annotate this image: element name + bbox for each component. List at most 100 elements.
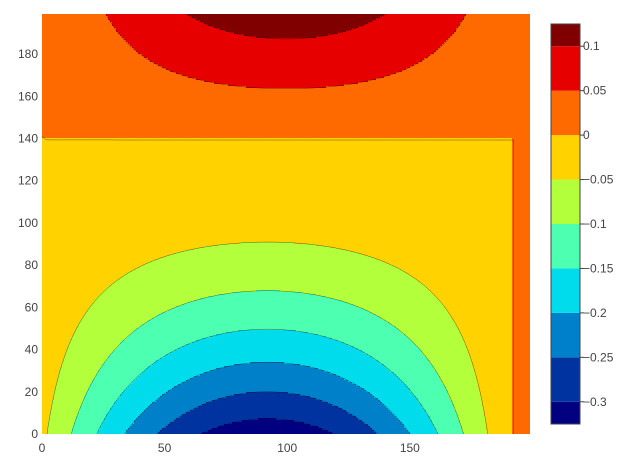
contour-band-cell xyxy=(296,330,400,333)
y-tick-label: 100 xyxy=(18,216,38,230)
contour-band-cell xyxy=(174,420,242,423)
contour-band-cell xyxy=(108,18,196,21)
contour-band-cell xyxy=(58,380,92,383)
contour-band-cell xyxy=(66,352,112,355)
contour-band-cell xyxy=(42,84,228,87)
contour-band-cell xyxy=(398,376,440,379)
contour-band-cell xyxy=(76,416,106,419)
contour-band-cell xyxy=(328,430,374,433)
contour-band-cell xyxy=(352,382,404,385)
contour-band-cell xyxy=(114,26,214,29)
contour-band-cell xyxy=(84,398,118,401)
contour-band-cell xyxy=(120,394,162,397)
contour-band-cell xyxy=(168,390,366,393)
contour-band-cell xyxy=(42,216,512,219)
contour-band-cell xyxy=(470,354,512,357)
contour-band-cell xyxy=(42,360,64,363)
contour-band-cell xyxy=(310,366,386,369)
contour-band-cell xyxy=(42,108,530,111)
contour-band-cell xyxy=(404,424,434,427)
contour-band-cell xyxy=(308,332,402,335)
contour-band-cell xyxy=(512,406,530,409)
contour-band-cell xyxy=(448,390,480,393)
contour-band-cell xyxy=(456,322,512,325)
contour-band-cell xyxy=(42,312,86,315)
contour-band-cell xyxy=(484,412,512,415)
contour-band-cell xyxy=(426,410,456,413)
contour-band-cell xyxy=(108,358,160,361)
contour-band-cell xyxy=(42,300,94,303)
contour-band-cell xyxy=(42,272,128,275)
contour-band-cell xyxy=(512,396,530,399)
contour-band-cell xyxy=(42,148,512,151)
contour-band-cell xyxy=(136,378,190,381)
contour-band-cell xyxy=(480,390,512,393)
contour-band-cell xyxy=(42,254,170,257)
contour-band-cell xyxy=(42,42,128,45)
contour-band-cell xyxy=(42,110,530,113)
contour-band-cell xyxy=(512,422,530,425)
contour-band-cell xyxy=(42,136,530,139)
contour-band-cell xyxy=(458,326,512,329)
contour-band-cell xyxy=(512,188,530,191)
contour-band-cell xyxy=(512,142,530,145)
contour-band-cell xyxy=(42,246,204,249)
colorbar-tick-label: 0.05 xyxy=(583,84,607,98)
contour-band-cell xyxy=(42,276,122,279)
contour-band-cell xyxy=(190,410,346,413)
contour-band-cell xyxy=(42,60,150,63)
contour-band-cell xyxy=(42,392,54,395)
contour-band-cell xyxy=(358,348,420,351)
contour-band-cell xyxy=(108,412,142,415)
contour-band-cell xyxy=(112,22,204,25)
contour-band-cell xyxy=(410,388,446,391)
y-tick-label: 120 xyxy=(18,174,38,188)
contour-band-cell xyxy=(316,398,378,401)
contour-band-cell xyxy=(106,14,188,17)
contour-band-cell xyxy=(164,356,372,359)
contour-band-cell xyxy=(100,428,128,431)
contour-band-cell xyxy=(474,370,512,373)
contour-band-cell xyxy=(414,342,466,345)
contour-band-cell xyxy=(452,318,512,321)
contour-band-cell xyxy=(468,348,512,351)
contour-band-cell xyxy=(64,358,108,361)
contour-band-cell xyxy=(432,292,512,295)
contour-band-cell xyxy=(48,424,74,427)
colorbar-swatch xyxy=(551,179,580,224)
contour-band-cell xyxy=(478,384,512,387)
contour-band-cell xyxy=(52,402,82,405)
contour-band-cell xyxy=(512,272,530,275)
contour-band-cell xyxy=(226,332,308,335)
contour-band-cell xyxy=(166,426,218,429)
contour-band-cell xyxy=(474,366,512,369)
contour-band-cell xyxy=(42,122,530,125)
contour-band-cell xyxy=(120,342,192,345)
contour-band-cell xyxy=(182,74,390,77)
contour-band-cell xyxy=(138,416,180,419)
contour-band-cell xyxy=(42,50,136,53)
contour-band-cell xyxy=(80,410,110,413)
contour-line xyxy=(42,136,514,434)
y-tick-label: 40 xyxy=(25,343,39,357)
contour-band-cell xyxy=(100,426,130,429)
contour-band-cell xyxy=(440,378,476,381)
contour-band-cell xyxy=(512,194,530,197)
contour-band-cell xyxy=(412,276,512,279)
contour-band-cell xyxy=(462,336,512,339)
contour-band-cell xyxy=(54,392,86,395)
contour-band-cell xyxy=(486,420,512,423)
contour-band-cell xyxy=(42,26,114,29)
colorbar-tick-label: −0.25 xyxy=(583,350,614,364)
contour-band-cell xyxy=(62,364,102,367)
contour-band-cell xyxy=(466,342,512,345)
contour-band-cell xyxy=(486,416,512,419)
contour-band-cell xyxy=(156,400,212,403)
contour-band-cell xyxy=(440,46,530,49)
contour-band-cell xyxy=(406,334,462,337)
contour-band-cell xyxy=(42,222,512,225)
contour-band-cell xyxy=(512,292,530,295)
plot-area[interactable] xyxy=(42,14,530,435)
contour-band-cell xyxy=(384,76,530,79)
